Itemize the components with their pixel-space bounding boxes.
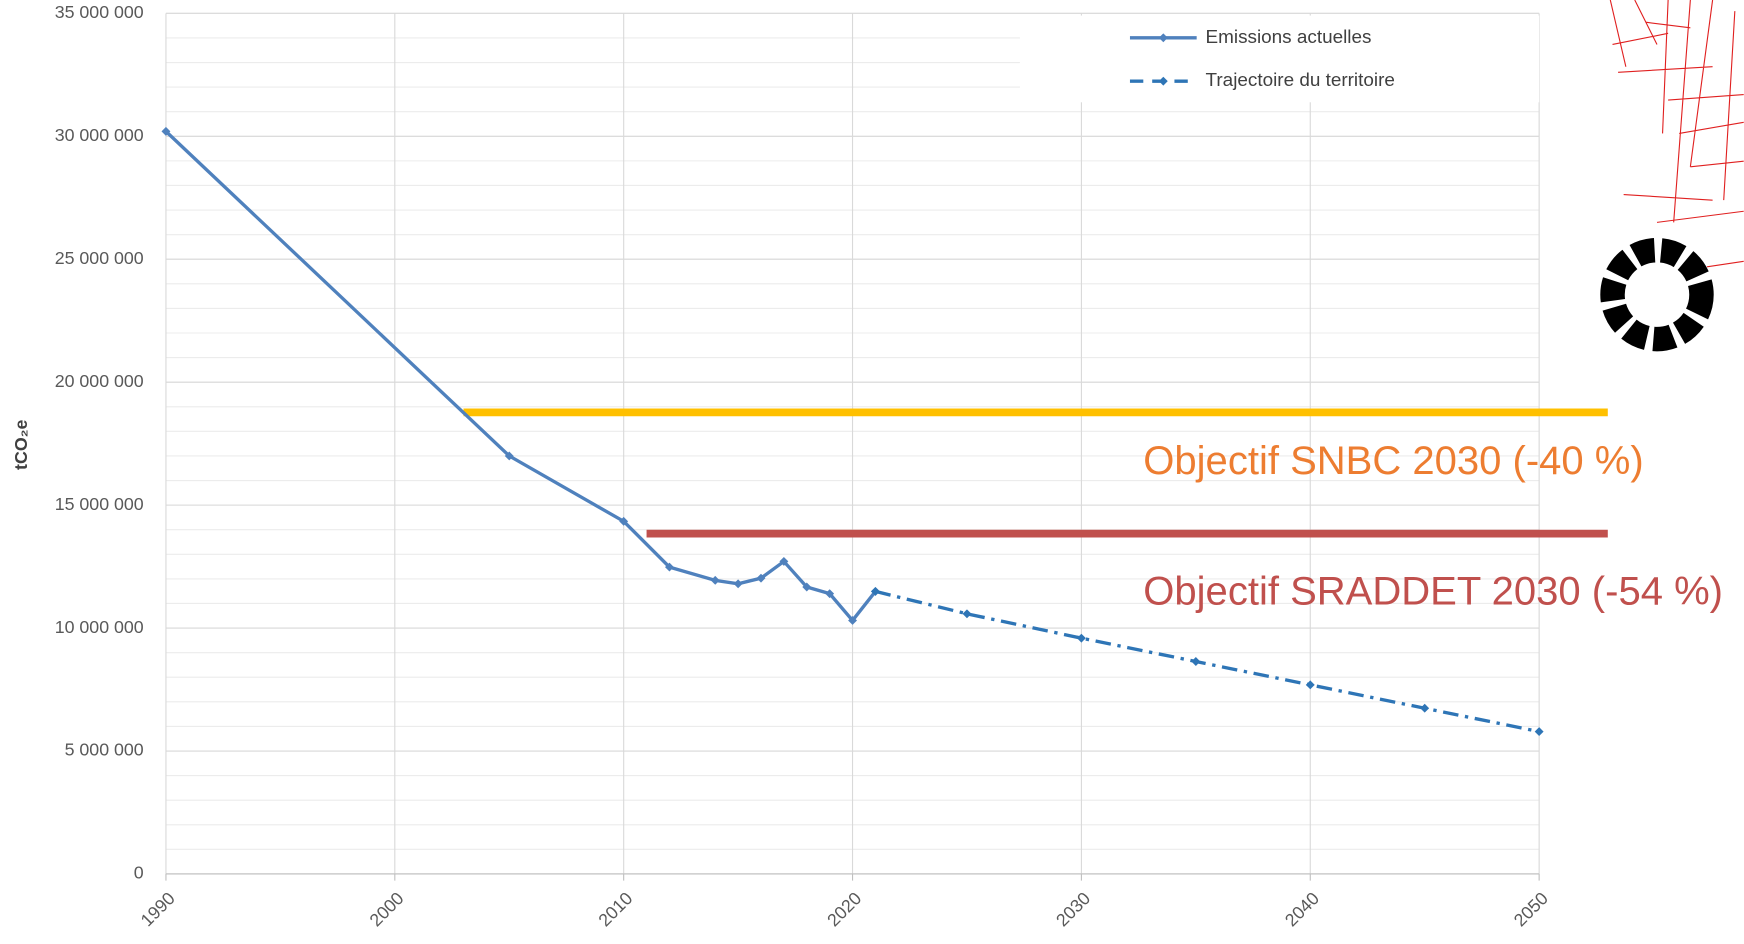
y-tick-label: 30 000 000 — [55, 125, 144, 145]
y-tick-label: 20 000 000 — [55, 371, 144, 391]
y-tick-label: 35 000 000 — [55, 2, 144, 22]
target-label: Objectif SRADDET 2030 (-54 %) — [1143, 569, 1723, 613]
data-point — [1534, 727, 1544, 737]
x-tick-label: 2040 — [1281, 888, 1323, 930]
legend-label: Emissions actuelles — [1206, 27, 1372, 48]
data-point — [870, 586, 880, 596]
y-tick-label: 0 — [134, 863, 144, 883]
icon — [1600, 237, 1714, 352]
y-tick-label: 15 000 000 — [55, 494, 144, 514]
data-point — [825, 589, 835, 599]
data-point — [733, 579, 743, 589]
data-point — [1076, 633, 1086, 643]
data-point — [1191, 657, 1201, 666]
y-tick-label: 10 000 000 — [55, 617, 144, 637]
data-point — [756, 573, 766, 583]
data-point — [665, 562, 674, 572]
series-line — [164, 130, 877, 624]
data-point — [1420, 703, 1430, 713]
legend: Emissions actuelles Trajectoire du territ… — [1019, 15, 1540, 103]
y-axis-label: tCO₂e — [11, 419, 31, 469]
x-tick-label: 2020 — [823, 888, 865, 930]
data-point — [1305, 680, 1315, 690]
data-point — [848, 615, 857, 625]
x-tick-label: 2000 — [366, 888, 408, 930]
x-tick-label: 2030 — [1052, 888, 1094, 930]
legend-marker — [1158, 33, 1168, 43]
y-tick-label: 25 000 000 — [55, 248, 144, 268]
x-tick-label: 2010 — [594, 888, 636, 930]
y-tick-label: 5 000 000 — [65, 740, 144, 760]
data-point — [962, 609, 972, 619]
target-label: Objectif SNBC 2030 (-40 %) — [1143, 439, 1643, 483]
legend-label: Trajectoire du territoire — [1206, 70, 1395, 91]
legend-box — [1019, 15, 1540, 103]
data-point — [504, 451, 514, 461]
decoration — [1609, 0, 1744, 268]
legend-marker — [1158, 76, 1168, 86]
x-tick-label: 2050 — [1510, 888, 1552, 930]
data-point — [710, 575, 720, 585]
x-tick-label: 1990 — [137, 888, 179, 930]
data-point — [779, 556, 789, 566]
